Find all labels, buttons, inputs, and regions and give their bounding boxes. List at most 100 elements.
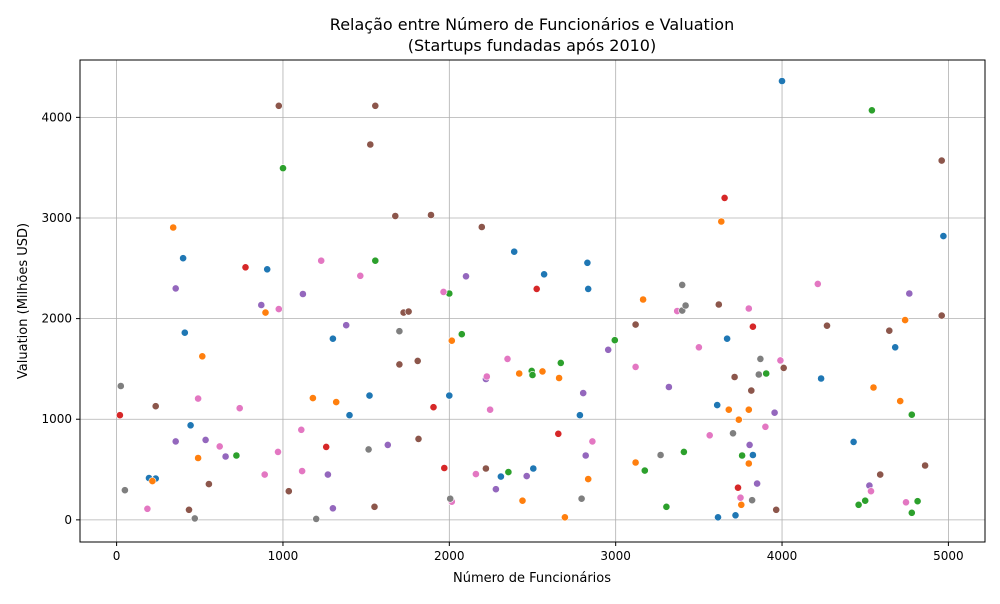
- data-point: [734, 483, 742, 492]
- y-tick-label: 3000: [41, 211, 72, 225]
- data-point: [756, 354, 765, 363]
- data-point: [555, 374, 563, 382]
- data-point: [656, 451, 665, 459]
- data-point: [297, 425, 306, 434]
- data-point: [383, 440, 392, 449]
- data-point: [729, 429, 737, 438]
- data-point: [201, 435, 210, 444]
- data-point: [867, 487, 875, 496]
- data-point: [583, 258, 592, 267]
- data-point: [440, 464, 449, 472]
- data-point: [317, 256, 326, 265]
- data-point: [356, 271, 365, 280]
- data-point: [171, 284, 180, 293]
- data-point: [561, 513, 569, 522]
- data-point: [312, 515, 321, 523]
- data-point: [427, 211, 435, 219]
- data-points: [116, 77, 948, 523]
- data-point: [584, 475, 593, 483]
- y-tick-label: 2000: [41, 312, 72, 326]
- data-point: [116, 411, 124, 420]
- data-point: [868, 106, 876, 115]
- y-axis-label: Valuation (Milhões USD): [16, 223, 31, 379]
- data-point: [532, 284, 541, 293]
- data-point: [179, 254, 187, 263]
- data-point: [404, 307, 413, 316]
- data-point: [462, 272, 470, 281]
- data-point: [414, 434, 423, 443]
- data-point: [731, 511, 740, 520]
- data-point: [298, 290, 307, 298]
- data-point: [907, 508, 916, 517]
- data-point: [762, 369, 771, 378]
- data-point: [734, 415, 743, 424]
- data-point: [274, 305, 283, 313]
- data-point: [748, 496, 756, 505]
- data-point: [528, 371, 537, 379]
- data-point: [260, 470, 269, 479]
- data-point: [730, 373, 739, 381]
- data-point: [724, 405, 733, 414]
- data-point: [510, 247, 519, 256]
- y-tick-label: 4000: [41, 110, 72, 124]
- data-point: [576, 411, 584, 420]
- data-point: [169, 223, 178, 232]
- data-point: [261, 308, 270, 317]
- data-point: [116, 382, 125, 390]
- data-point: [215, 442, 224, 451]
- data-point: [737, 500, 746, 509]
- data-point: [738, 451, 746, 460]
- data-point: [665, 383, 673, 391]
- data-point: [681, 301, 690, 310]
- data-point: [538, 367, 547, 376]
- data-point: [171, 437, 180, 446]
- data-point: [194, 394, 202, 403]
- data-point: [235, 404, 244, 413]
- data-point: [779, 363, 788, 372]
- data-point: [274, 447, 282, 456]
- data-point: [588, 437, 597, 446]
- data-point: [471, 470, 480, 478]
- data-point: [723, 334, 731, 343]
- data-point: [194, 454, 202, 462]
- data-point: [770, 408, 779, 417]
- data-point: [515, 369, 524, 378]
- data-point: [481, 464, 490, 473]
- data-point: [937, 156, 946, 165]
- data-point: [556, 358, 565, 367]
- data-point: [364, 445, 373, 454]
- data-point: [279, 164, 287, 173]
- data-point: [896, 397, 905, 405]
- data-point: [905, 289, 914, 298]
- data-point: [491, 485, 500, 494]
- data-point: [482, 372, 491, 381]
- chart-title: Relação entre Número de Funcionários e V…: [330, 15, 734, 34]
- data-point: [584, 284, 593, 293]
- data-point: [263, 265, 272, 274]
- data-point: [232, 451, 241, 460]
- axis-ticks: 0 1000 2000 3000 4000 5000 0 1000 2000 3000 4000: [41, 110, 963, 563]
- data-point: [744, 304, 753, 313]
- data-point: [190, 514, 199, 523]
- data-point: [937, 311, 946, 320]
- data-point: [639, 295, 647, 304]
- data-point: [631, 320, 640, 329]
- data-point: [486, 405, 494, 414]
- data-point: [776, 356, 785, 365]
- data-point: [744, 459, 753, 468]
- data-point: [714, 513, 722, 522]
- data-point: [761, 422, 770, 431]
- data-point: [391, 212, 400, 220]
- data-point: [342, 321, 351, 330]
- data-point: [849, 437, 858, 446]
- data-point: [413, 356, 422, 365]
- data-point: [885, 326, 894, 335]
- data-point: [198, 352, 207, 361]
- data-point: [496, 472, 505, 481]
- data-point: [370, 502, 379, 511]
- data-point: [778, 77, 786, 85]
- x-tick-label: 3000: [600, 549, 631, 563]
- data-point: [745, 440, 754, 449]
- grid: [80, 60, 985, 542]
